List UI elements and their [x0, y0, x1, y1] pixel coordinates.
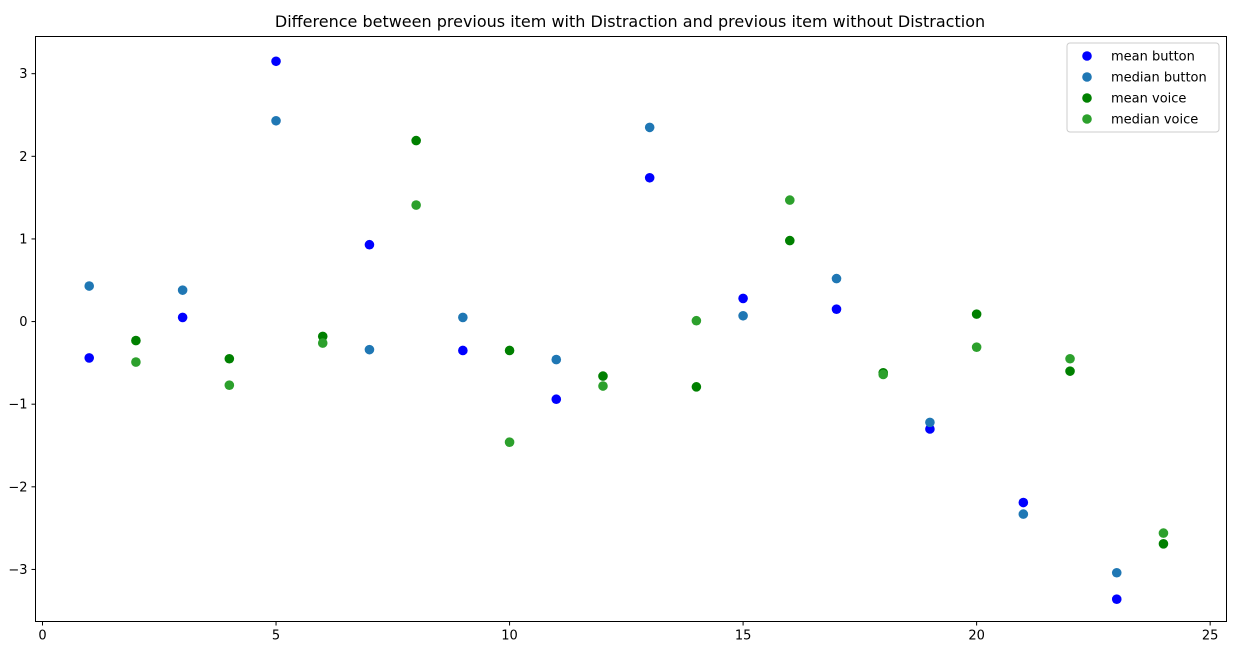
data-point — [177, 285, 188, 295]
legend-label: mean button — [1111, 50, 1195, 65]
data-point — [271, 56, 281, 67]
legend-item: median button — [1082, 71, 1207, 86]
legend-marker — [1082, 72, 1092, 82]
data-point — [364, 239, 375, 250]
legend: mean button median button mean voice median… — [1066, 42, 1220, 133]
data-point — [224, 380, 235, 390]
data-point — [1065, 366, 1075, 376]
data-point — [84, 353, 95, 363]
data-point — [644, 122, 655, 133]
data-point — [598, 371, 608, 381]
data-point — [785, 235, 795, 246]
data-point — [504, 437, 515, 447]
chart-title: Difference between previous item with Di… — [275, 12, 985, 31]
data-point — [131, 357, 141, 367]
x-tick-label: 10 — [501, 629, 518, 644]
data-point — [411, 135, 421, 146]
data-point — [644, 172, 655, 183]
y-tick-label: 1 — [19, 232, 27, 247]
x-tick-label: 20 — [968, 629, 985, 644]
data-point — [504, 345, 515, 356]
data-point — [271, 115, 281, 126]
data-point — [551, 354, 562, 365]
data-point — [691, 382, 702, 392]
data-point — [1111, 567, 1122, 578]
data-point — [971, 309, 982, 319]
data-point — [458, 345, 468, 356]
plot-area-frame — [35, 36, 1227, 622]
legend-marker — [1082, 51, 1092, 61]
data-point — [971, 342, 982, 352]
data-point — [551, 394, 562, 405]
legend-item: mean voice — [1082, 92, 1186, 107]
legend-box — [1066, 42, 1220, 133]
data-point — [925, 424, 935, 434]
y-axis: −3 −2 −1 0 1 2 3 — [8, 67, 36, 578]
data-point — [691, 315, 702, 326]
data-point — [785, 195, 795, 205]
series-mean-button — [84, 56, 1122, 604]
data-point — [1158, 539, 1169, 549]
y-tick-label: 2 — [19, 150, 27, 165]
x-tick-label: 5 — [272, 629, 280, 644]
y-tick-label: −3 — [8, 563, 27, 578]
data-point — [738, 293, 748, 304]
legend-marker — [1082, 114, 1092, 124]
series-median-button — [84, 115, 1122, 578]
data-point — [738, 310, 748, 321]
data-point — [224, 353, 235, 364]
data-point — [411, 200, 421, 210]
data-point — [317, 331, 328, 342]
legend-label: median voice — [1111, 113, 1198, 128]
x-tick-label: 0 — [38, 629, 46, 644]
data-point — [831, 273, 842, 284]
x-axis: 0 5 10 15 20 25 — [38, 621, 1219, 644]
x-tick-label: 25 — [1202, 629, 1219, 644]
y-tick-label: −1 — [8, 398, 27, 413]
series-median-voice — [131, 195, 1169, 538]
legend-label: mean voice — [1111, 92, 1186, 107]
data-point — [1158, 528, 1169, 538]
y-tick-label: −2 — [8, 480, 27, 495]
y-tick-label: 3 — [19, 67, 27, 82]
data-point — [878, 369, 889, 380]
y-tick-label: 0 — [19, 315, 27, 330]
data-point — [1111, 594, 1122, 604]
legend-item: mean button — [1082, 50, 1195, 65]
data-point — [84, 281, 95, 291]
data-point — [458, 312, 468, 323]
data-point — [317, 338, 328, 348]
data-point — [1065, 353, 1075, 364]
data-point — [1018, 497, 1029, 508]
legend-item: median voice — [1082, 113, 1198, 128]
data-points — [84, 56, 1169, 604]
data-point — [831, 304, 842, 314]
data-point — [598, 381, 608, 391]
legend-marker — [1082, 93, 1092, 103]
data-point — [364, 344, 375, 355]
legend-label: median button — [1111, 71, 1207, 86]
data-point — [1018, 509, 1029, 519]
data-point — [177, 312, 188, 323]
data-point — [925, 417, 935, 428]
data-point — [131, 335, 141, 346]
x-tick-label: 15 — [735, 629, 752, 644]
series-mean-voice — [131, 135, 1169, 549]
